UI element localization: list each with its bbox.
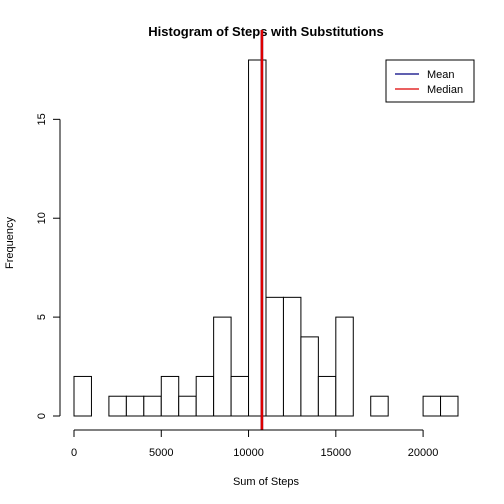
histogram-bar (265, 296, 284, 417)
x-tick-label: 5000 (149, 447, 173, 459)
histogram-bar (370, 395, 389, 417)
histogram-bar (422, 395, 442, 417)
x-tick-label: 10000 (233, 447, 264, 459)
histogram-bar (317, 375, 337, 417)
legend-label-mean: Mean (427, 69, 455, 81)
x-tick-label: 20000 (408, 447, 439, 459)
histogram-bar (73, 375, 92, 417)
histogram-bar (143, 395, 162, 417)
histogram-bar (108, 395, 127, 417)
histogram-bar (195, 375, 215, 417)
legend: Mean Median (385, 59, 475, 103)
x-tick-label: 0 (71, 447, 77, 459)
y-tick-label: 10 (36, 212, 48, 224)
histogram-bar (248, 59, 267, 417)
x-tick-label: 15000 (321, 447, 352, 459)
histogram-bar (440, 395, 459, 417)
histogram-bar (213, 316, 232, 417)
legend-label-median: Median (427, 84, 463, 96)
y-tick-label: 0 (36, 413, 48, 419)
histogram-bar (335, 316, 354, 417)
histogram-bar (178, 395, 197, 417)
y-axis: 0 5 10 15 (36, 113, 61, 419)
histogram-bar (282, 296, 302, 417)
y-axis-label: Frequency (4, 217, 16, 269)
histogram-bar (160, 375, 180, 417)
y-tick-label: 15 (36, 113, 48, 125)
legend-box (385, 59, 475, 103)
histogram-bar (230, 375, 250, 417)
plot-area (73, 30, 459, 430)
histogram-bar (300, 336, 319, 417)
y-tick-label: 5 (36, 314, 48, 320)
x-axis-label: Sum of Steps (233, 476, 300, 488)
x-axis: 0 5000 10000 15000 20000 (71, 429, 439, 459)
chart-title: Histogram of Steps with Substitutions (148, 24, 383, 39)
histogram-bar (125, 395, 145, 417)
